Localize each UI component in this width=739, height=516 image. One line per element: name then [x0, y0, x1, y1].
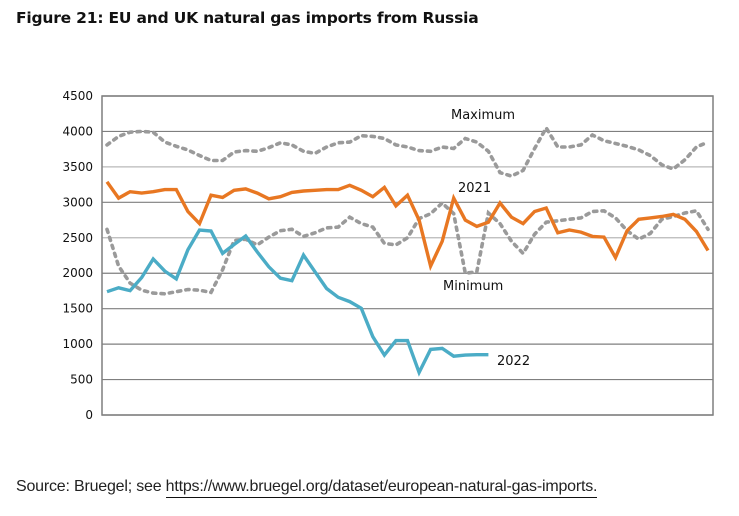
y-tick-label: 2500: [62, 231, 93, 245]
y-tick-label: 500: [70, 373, 93, 387]
source-link[interactable]: https://www.bruegel.org/dataset/european…: [165, 478, 597, 498]
annotation-minimum: Minimum: [443, 279, 503, 294]
line-chart: 0 500 1000 1500 2000 2500 3000 3500 4000 4500 Max…: [62, 89, 714, 422]
series-group: [105, 124, 710, 377]
annotation-2021: 2021: [458, 181, 491, 196]
figure-title: Figure 21: EU and UK natural gas imports…: [16, 9, 479, 27]
y-tick-label: 4500: [62, 89, 93, 103]
y-tick-label: 2000: [62, 266, 93, 280]
annotations: Maximum 2021 Minimum 2022: [443, 108, 530, 369]
y-tick-label: 3000: [62, 195, 93, 209]
y-tick-label: 1500: [62, 302, 93, 316]
gridlines: [102, 95, 713, 416]
annotation-maximum: Maximum: [451, 108, 515, 123]
y-tick-label: 0: [85, 408, 93, 422]
plot-frame: [101, 95, 714, 416]
annotation-2022: 2022: [497, 354, 530, 369]
y-tick-label: 1000: [62, 337, 93, 351]
series-line-maximum: [105, 124, 710, 179]
y-tick-label: 4000: [62, 124, 93, 138]
series-line-2021: [105, 180, 710, 272]
y-axis-ticks: 0 500 1000 1500 2000 2500 3000 3500 4000 4500: [62, 89, 93, 422]
series-line-minimum: [105, 200, 710, 296]
y-tick-label: 3500: [62, 160, 93, 174]
source-note: Source: Bruegel; see https://www.bruegel…: [16, 478, 597, 498]
series-line-2022: [106, 228, 489, 377]
source-prefix: Source: Bruegel; see: [16, 478, 166, 495]
